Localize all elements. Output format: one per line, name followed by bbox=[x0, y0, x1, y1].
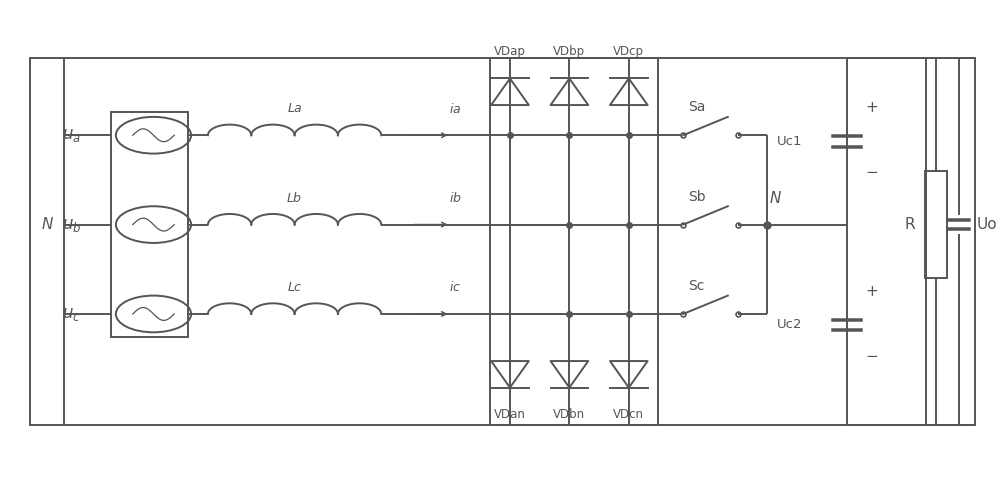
Text: −: − bbox=[865, 165, 878, 180]
Text: VDap: VDap bbox=[494, 45, 526, 58]
Text: $Lb$: $Lb$ bbox=[286, 191, 303, 205]
Text: Sb: Sb bbox=[688, 190, 706, 203]
Text: VDbp: VDbp bbox=[553, 45, 585, 58]
Bar bbox=[111, 112, 188, 337]
Text: $\mathbf{\mathit{u}}$$_c$: $\mathbf{\mathit{u}}$$_c$ bbox=[62, 305, 81, 323]
Text: Uc2: Uc2 bbox=[777, 318, 802, 331]
Bar bbox=[925, 171, 947, 278]
Text: VDcn: VDcn bbox=[613, 408, 644, 421]
Text: $Lc$: $Lc$ bbox=[287, 281, 302, 294]
Text: R: R bbox=[904, 217, 915, 232]
Text: VDcp: VDcp bbox=[613, 45, 644, 58]
Text: VDbn: VDbn bbox=[553, 408, 585, 421]
Text: Sc: Sc bbox=[688, 279, 705, 293]
Text: Sa: Sa bbox=[688, 100, 706, 114]
Text: $ia$: $ia$ bbox=[449, 102, 462, 115]
Text: $ib$: $ib$ bbox=[449, 191, 462, 205]
Text: VDan: VDan bbox=[494, 408, 526, 421]
Text: $ic$: $ic$ bbox=[449, 281, 462, 294]
Text: $\mathbf{\mathit{u}}$$_b$: $\mathbf{\mathit{u}}$$_b$ bbox=[62, 215, 81, 234]
Text: $N$: $N$ bbox=[769, 190, 782, 206]
Text: Uc1: Uc1 bbox=[777, 135, 802, 148]
Text: Uo: Uo bbox=[976, 217, 997, 232]
Bar bbox=[30, 58, 975, 425]
Text: $La$: $La$ bbox=[287, 102, 302, 115]
Bar bbox=[490, 58, 658, 425]
Text: $\mathbf{\mathit{u}}$$_a$: $\mathbf{\mathit{u}}$$_a$ bbox=[62, 126, 81, 144]
Text: +: + bbox=[865, 284, 878, 298]
Text: +: + bbox=[865, 100, 878, 115]
Text: N: N bbox=[41, 217, 52, 232]
Text: −: − bbox=[865, 349, 878, 364]
